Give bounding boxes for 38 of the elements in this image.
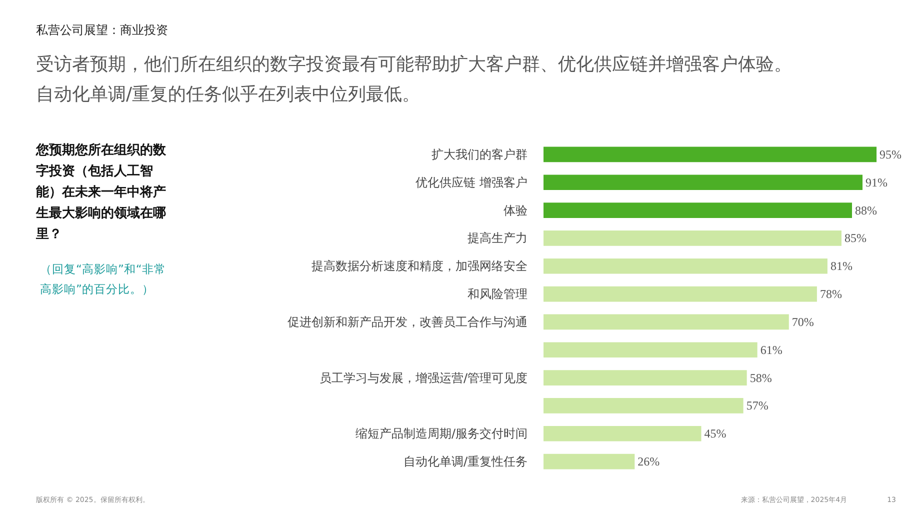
bar (544, 202, 852, 218)
bar (544, 286, 817, 302)
text: （回复“高影响”和“非常高影响”的百分比。） (39, 261, 166, 298)
y-tick-label: 促进创新和新产品开发，改善员工合作与沟通 (288, 314, 528, 329)
data-label: 57% (746, 398, 768, 413)
data-label: 88% (854, 203, 877, 218)
y-tick-label: 提高数据分析速度和精度，加强网络安全 (312, 259, 528, 274)
data-label: 58% (750, 370, 772, 385)
data-label: 61% (760, 342, 782, 357)
data-label: 85% (844, 231, 866, 246)
y-tick-label: 和风险管理 (468, 287, 528, 302)
data-label: 70% (792, 314, 814, 329)
data-label: 78% (820, 287, 842, 302)
data-label: 81% (830, 259, 852, 274)
y-tick-label: 提高生产力 (468, 231, 528, 246)
y-tick-label: 体验 (504, 203, 528, 218)
bar (544, 370, 747, 386)
text: 您预期您所在组织的数字投资（包括人工智能）在未来一年中将产生最大影响的领域在哪里？ (36, 142, 166, 244)
bar (544, 314, 789, 330)
bar (544, 454, 635, 470)
data-label: 26% (638, 454, 660, 469)
bar (544, 342, 758, 358)
text: 私营公司展望：商业投资 (36, 22, 168, 39)
y-tick-label: 员工学习与发展，增强运营/管理可见度 (319, 370, 528, 385)
data-label: 95% (880, 147, 902, 162)
bar (544, 398, 744, 414)
bar (544, 258, 828, 274)
y-tick-label: 优化供应链 增强客户 (416, 175, 528, 190)
bar (544, 230, 842, 246)
bar (544, 146, 877, 162)
data-label: 91% (866, 175, 888, 190)
y-tick-label: 缩短产品制造周期/服务交付时间 (355, 426, 528, 441)
bar (544, 174, 863, 190)
y-tick-label: 扩大我们的客户群 (432, 147, 528, 162)
bar (544, 426, 702, 442)
y-tick-label: 自动化单调/重复性任务 (403, 454, 528, 469)
chart-title: 受访者预期，他们所在组织的数字投资最有可能帮助扩大客户群、优化供应链并增强客户体验。自动化单调/重复的任务似乎在列表中位列最低。 (36, 53, 793, 107)
data-label: 45% (704, 426, 726, 441)
